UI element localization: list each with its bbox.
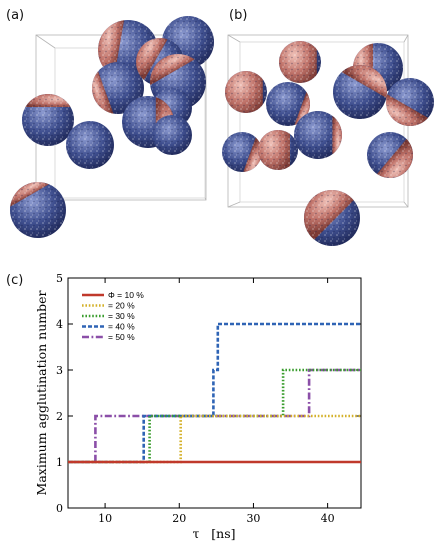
a-particle [22,94,74,146]
x-tick-label: 30 [246,512,260,525]
a-particle [66,121,114,169]
panel-c-label: (c) [6,273,23,288]
y-tick-label: 5 [56,272,63,285]
y-tick-label: 4 [56,318,63,331]
series-lines [68,322,361,464]
y-tick-label: 3 [56,364,63,377]
panel-a-label: (a) [6,8,24,23]
b-particle [292,178,360,246]
plot-frame [67,277,362,509]
b-particle [279,41,321,83]
legend-entry: = 30 % [108,311,135,321]
x-tick-label: 10 [98,512,112,525]
b-particle [258,130,298,170]
y-tick-label: 2 [56,410,63,423]
a-particle [152,115,192,155]
y-tick-label: 0 [56,502,63,515]
legend: Φ = 10 %= 20 %= 30 %= 40 %= 50 % [82,290,144,342]
b-particle [294,111,342,159]
x-tick-label: 40 [321,512,335,525]
panel-b-label: (b) [229,8,247,23]
b-particle [225,71,267,113]
panel-a-simulation-snapshot: (a) [0,8,214,238]
b-particle [367,132,423,188]
x-tick-label: 20 [172,512,186,525]
nanoparticles-b [222,41,434,246]
legend-entry: = 40 % [108,322,135,332]
x-axis-label: τ [ns] [192,526,235,541]
y-tick-label: 1 [56,456,63,469]
axis-ticks: 10 20 30 40 0 1 2 3 4 5 [56,272,361,525]
legend-entry: = 20 % [108,301,135,311]
y-axis-label: Maximum agglutination number [34,291,49,496]
panel-b-simulation-snapshot: (b) [222,8,434,246]
a-particle [0,171,66,238]
legend-entry: = 50 % [108,332,135,342]
legend-entry: Φ = 10 % [108,290,144,300]
series-line-20-percent [68,414,361,464]
nanoparticles-a [0,15,214,238]
